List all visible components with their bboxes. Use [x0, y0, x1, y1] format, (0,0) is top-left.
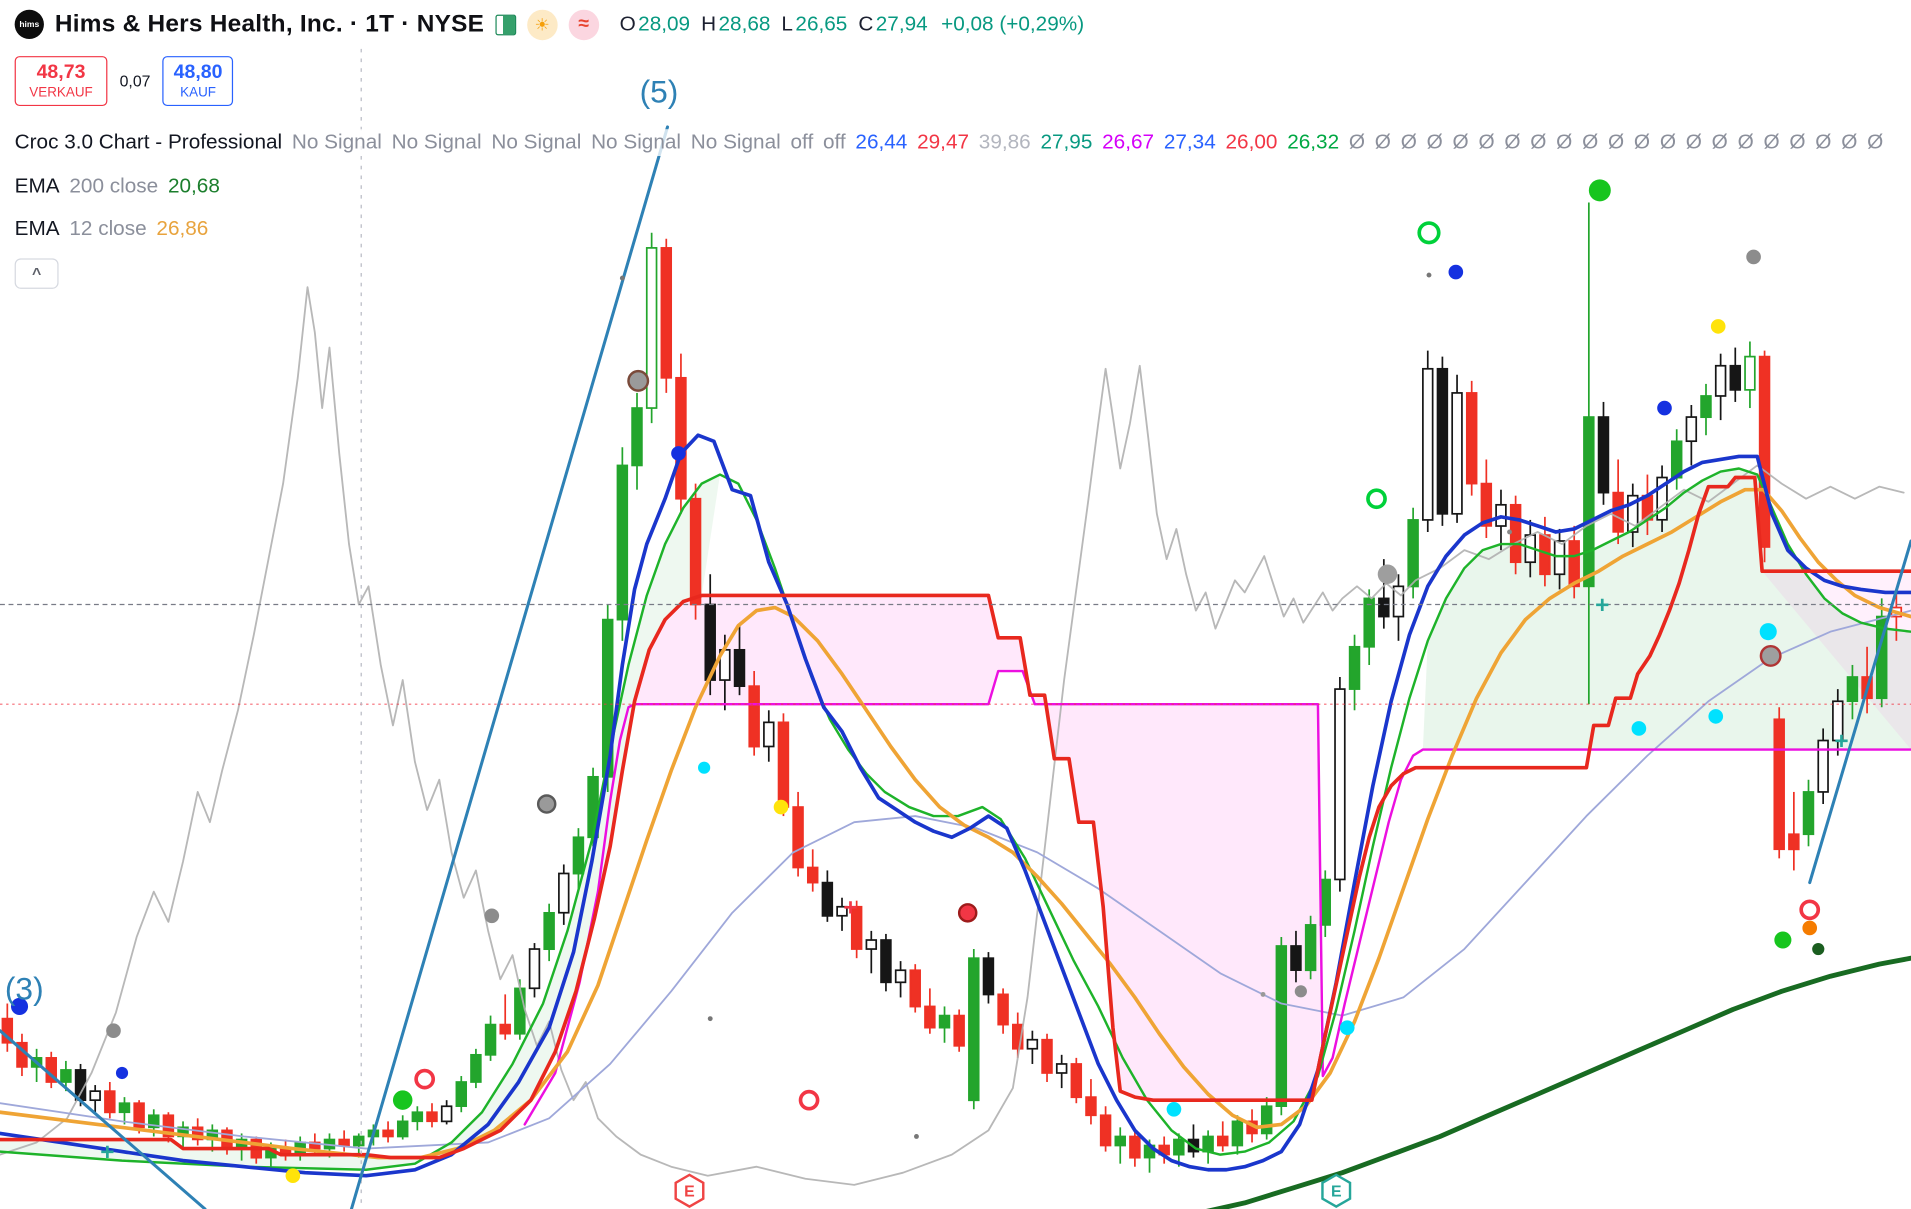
close-value: 27,94 — [875, 12, 928, 36]
buy-label: KAUF — [180, 85, 216, 100]
close-label: C — [858, 12, 874, 36]
svg-text:(3): (3) — [5, 970, 44, 1006]
chart-status-icon[interactable] — [495, 14, 516, 35]
svg-text:(5): (5) — [640, 73, 679, 109]
cloud-layer — [0, 468, 1911, 1170]
change-value: +0,08 (+0,29%) — [941, 12, 1085, 36]
svg-text:+: + — [100, 1139, 114, 1166]
wave-icon[interactable]: ≈ — [568, 9, 599, 40]
signal-markers-layer: + + + + (5) (3) E E — [5, 73, 1849, 1208]
low-label: L — [781, 12, 793, 36]
sell-button[interactable]: 48,73 VERKAUF — [14, 56, 108, 107]
svg-text:E: E — [1331, 1183, 1342, 1200]
high-label: H — [701, 12, 717, 36]
buy-price: 48,80 — [173, 62, 223, 83]
ema200-legend[interactable]: EMA 200 close 20,68 — [14, 173, 225, 200]
buy-sell-widget: 48,73 VERKAUF 0,07 48,80 KAUF — [14, 56, 234, 107]
ema12-params: 12 close — [69, 216, 147, 241]
ema12-legend[interactable]: EMA 12 close 26,86 — [14, 215, 214, 243]
hims-logo[interactable]: hims — [14, 9, 44, 39]
svg-text:+: + — [1834, 728, 1848, 755]
chevron-up-icon: ^ — [31, 264, 42, 283]
candles-layer — [1, 202, 1903, 1173]
croc-values: 26,44 29,47 39,86 27,95 26,67 27,34 26,00 26,32 — [855, 130, 1340, 154]
svg-text:E: E — [684, 1183, 695, 1200]
spread-value: 0,07 — [119, 71, 151, 91]
svg-text:+: + — [1595, 592, 1609, 619]
croc-indicator-legend[interactable]: Croc 3.0 Chart - Professional No Signal No… — [14, 129, 1911, 156]
croc-indicator-name: Croc 3.0 Chart - Professional — [14, 130, 283, 154]
sell-price: 48,73 — [36, 62, 86, 83]
collapse-indicators-button[interactable]: ^ — [14, 258, 59, 289]
buy-button[interactable]: 48,80 KAUF — [162, 56, 234, 107]
open-label: O — [619, 12, 636, 36]
hims-logo-text: hims — [19, 20, 40, 29]
low-value: 26,65 — [795, 12, 848, 36]
ohlc-row: O 28,09 H 28,68 L 26,65 C 27,94 +0,08 (+0,29… — [620, 12, 1085, 36]
high-value: 28,68 — [718, 12, 771, 36]
open-value: 28,09 — [638, 12, 691, 36]
sun-icon[interactable]: ☀ — [526, 9, 558, 40]
ema200-params: 200 close — [69, 174, 159, 198]
topbar: hims Hims & Hers Health, Inc. · 1T · NYS… — [0, 0, 1911, 49]
svg-text:+: + — [843, 894, 857, 921]
symbol-title[interactable]: Hims & Hers Health, Inc. · 1T · NYSE — [54, 10, 485, 38]
sell-label: VERKAUF — [29, 85, 93, 100]
ema200-value: 20,68 — [167, 174, 220, 198]
croc-signal-statuses: No Signal No Signal No Signal No Signal No S… — [291, 130, 846, 154]
ema200-name: EMA — [14, 174, 60, 198]
ema12-name: EMA — [14, 216, 60, 241]
ema12-value: 26,86 — [156, 216, 209, 241]
